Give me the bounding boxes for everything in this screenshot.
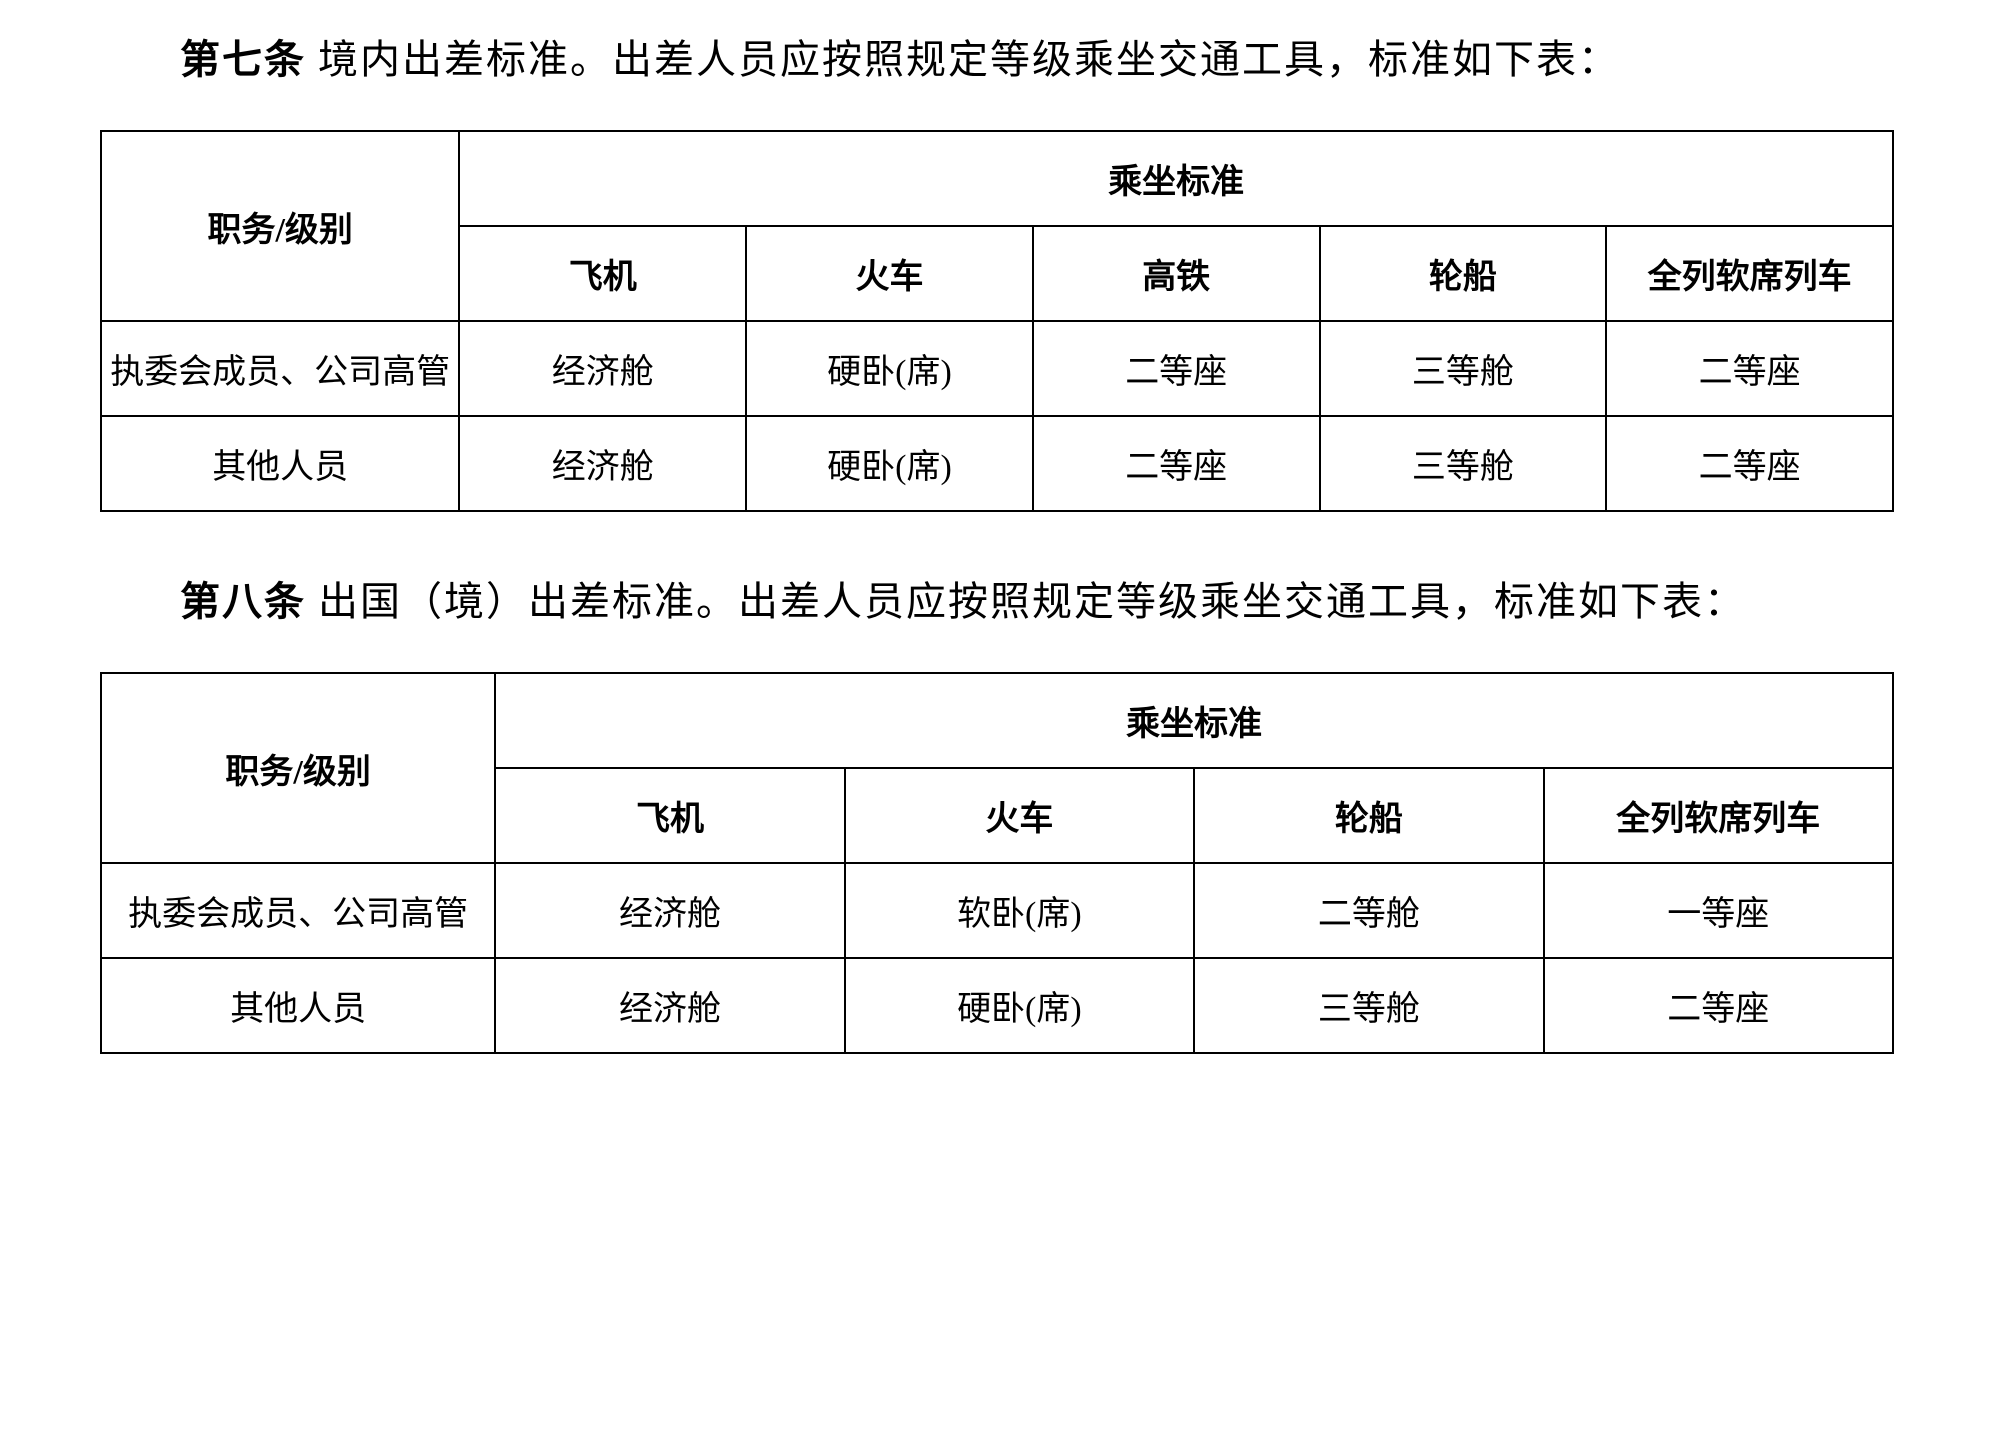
article-8-table: 职务/级别 乘坐标准 飞机 火车 轮船 全列软席列车 执委会成员、公司高管 经济… (100, 672, 1894, 1054)
article-8-text: 出国（境）出差标准。出差人员应按照规定等级乘坐交通工具，标准如下表： (318, 579, 1746, 624)
cell: 二等座 (1033, 321, 1320, 416)
cell: 硬卧(席) (746, 416, 1033, 511)
article-8-heading: 第八条 (180, 580, 306, 624)
cell: 二等座 (1033, 416, 1320, 511)
cell: 软卧(席) (845, 863, 1194, 958)
cell: 三等舱 (1320, 416, 1607, 511)
cell: 一等座 (1544, 863, 1893, 958)
cell: 二等座 (1606, 416, 1893, 511)
col-ship: 轮船 (1194, 768, 1543, 863)
col-standard-header: 乘坐标准 (495, 673, 1893, 768)
article-7-heading: 第七条 (180, 38, 306, 82)
col-plane: 飞机 (459, 226, 746, 321)
table-header-row: 职务/级别 乘坐标准 (101, 131, 1893, 226)
col-ship: 轮船 (1320, 226, 1607, 321)
col-train: 火车 (845, 768, 1194, 863)
table-row: 执委会成员、公司高管 经济舱 软卧(席) 二等舱 一等座 (101, 863, 1893, 958)
col-plane: 飞机 (495, 768, 844, 863)
cell: 硬卧(席) (746, 321, 1033, 416)
cell-role: 执委会成员、公司高管 (101, 321, 459, 416)
page: 第七条 境内出差标准。出差人员应按照规定等级乘坐交通工具，标准如下表： 职务/级… (0, 0, 1994, 1164)
cell: 经济舱 (459, 416, 746, 511)
article-8-paragraph: 第八条 出国（境）出差标准。出差人员应按照规定等级乘坐交通工具，标准如下表： (100, 562, 1894, 642)
col-role-header: 职务/级别 (101, 131, 459, 321)
cell-role: 其他人员 (101, 958, 495, 1053)
cell: 经济舱 (495, 958, 844, 1053)
cell: 经济舱 (495, 863, 844, 958)
cell: 三等舱 (1320, 321, 1607, 416)
cell: 二等舱 (1194, 863, 1543, 958)
article-7-text: 境内出差标准。出差人员应按照规定等级乘坐交通工具，标准如下表： (318, 37, 1620, 82)
col-softseat: 全列软席列车 (1606, 226, 1893, 321)
cell: 经济舱 (459, 321, 746, 416)
article-7-table: 职务/级别 乘坐标准 飞机 火车 高铁 轮船 全列软席列车 执委会成员、公司高管… (100, 130, 1894, 512)
col-standard-header: 乘坐标准 (459, 131, 1893, 226)
article-7-paragraph: 第七条 境内出差标准。出差人员应按照规定等级乘坐交通工具，标准如下表： (100, 20, 1894, 100)
col-softseat: 全列软席列车 (1544, 768, 1893, 863)
table-header-row: 职务/级别 乘坐标准 (101, 673, 1893, 768)
cell-role: 其他人员 (101, 416, 459, 511)
cell: 二等座 (1544, 958, 1893, 1053)
cell-role: 执委会成员、公司高管 (101, 863, 495, 958)
cell: 硬卧(席) (845, 958, 1194, 1053)
cell: 二等座 (1606, 321, 1893, 416)
col-train: 火车 (746, 226, 1033, 321)
table-row: 其他人员 经济舱 硬卧(席) 三等舱 二等座 (101, 958, 1893, 1053)
col-role-header: 职务/级别 (101, 673, 495, 863)
col-highspeed: 高铁 (1033, 226, 1320, 321)
table-row: 其他人员 经济舱 硬卧(席) 二等座 三等舱 二等座 (101, 416, 1893, 511)
table-row: 执委会成员、公司高管 经济舱 硬卧(席) 二等座 三等舱 二等座 (101, 321, 1893, 416)
cell: 三等舱 (1194, 958, 1543, 1053)
